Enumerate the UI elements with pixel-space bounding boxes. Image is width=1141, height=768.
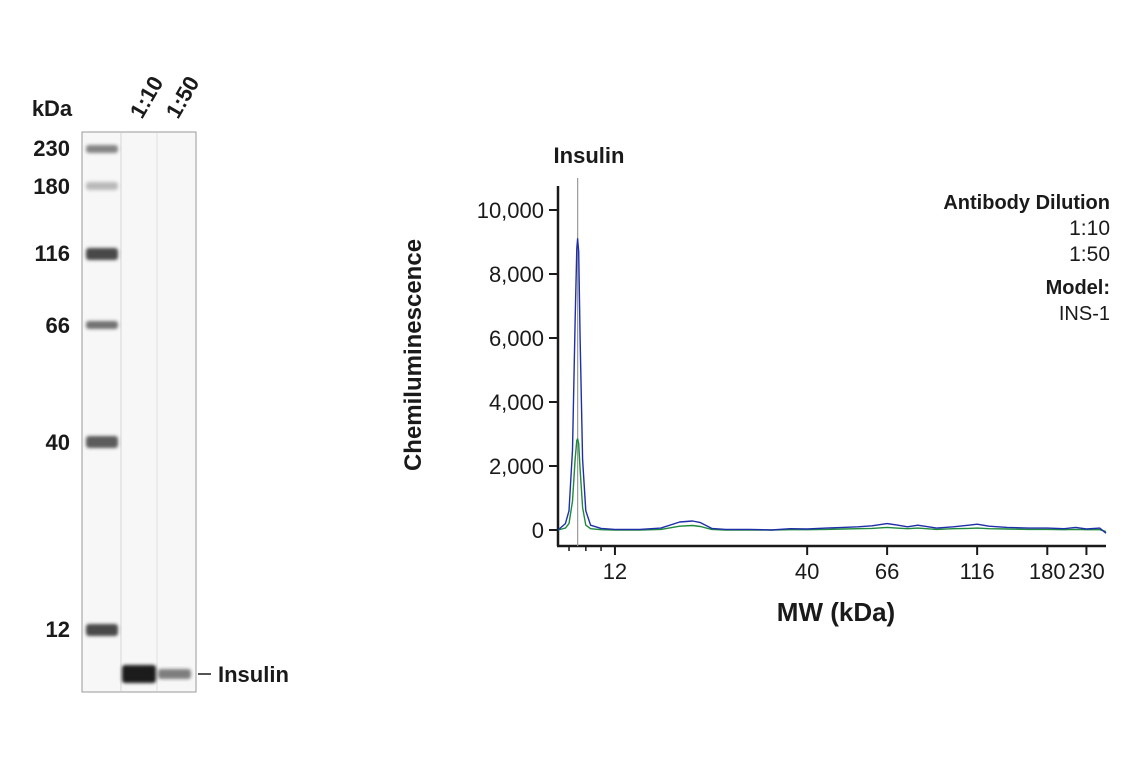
model-value: INS-1	[1059, 303, 1110, 325]
y-axis-title: Chemiluminescence	[400, 239, 427, 471]
peak-label: Insulin	[554, 143, 625, 168]
lane-label-1: 1:10	[125, 72, 169, 123]
ladder-lane	[86, 145, 118, 636]
ladder-band-180	[86, 182, 118, 190]
y-tick-label: 6,000	[489, 326, 544, 351]
x-tick-label: 180	[1029, 559, 1066, 584]
y-tick-label: 4,000	[489, 390, 544, 415]
marker-label-66: 66	[46, 313, 70, 338]
sample-band-lane-2	[158, 669, 191, 679]
ladder-band-66	[86, 321, 118, 329]
x-tick-label: 66	[875, 559, 899, 584]
chart-panel: Chemiluminescence MW (kDa) Insulin Antib…	[400, 143, 1110, 627]
x-tick-label: 116	[960, 559, 995, 584]
blot-frame	[81, 131, 197, 693]
ladder-band-230	[86, 145, 118, 153]
lane-label-2: 1:50	[161, 72, 205, 123]
y-tick-label: 8,000	[489, 262, 544, 287]
x-axis-title: MW (kDa)	[777, 597, 895, 627]
series-line-1-10	[557, 238, 1107, 534]
plot-area: 0 2,000 4,000 6,000 8,000 10,000 12 40 66 116 180 2…	[477, 178, 1107, 584]
y-tick-label: 0	[532, 518, 544, 543]
blot-panel: kDa 1:10 1:50 230 180 116 66 40 12 Insul…	[32, 72, 289, 693]
legend-entry-1-10: 1:10	[1069, 217, 1110, 240]
ladder-band-40	[86, 436, 118, 448]
legend-entry-1-50: 1:50	[1069, 243, 1110, 266]
sample-bands	[122, 665, 191, 683]
lane-divider	[156, 133, 158, 691]
model-label: Model:	[1046, 277, 1110, 299]
x-tick-label: 12	[603, 559, 627, 584]
x-tick-label: 230	[1068, 559, 1105, 584]
ladder-band-12	[86, 624, 118, 636]
ladder-band-116	[86, 248, 118, 260]
blot-unit-label: kDa	[32, 96, 73, 121]
marker-label-230: 230	[33, 136, 70, 161]
marker-label-40: 40	[46, 430, 70, 455]
sample-band-lane-1	[122, 665, 156, 683]
series-line-1-50	[557, 438, 1107, 533]
y-tick-label: 2,000	[489, 454, 544, 479]
band-label-insulin: Insulin	[218, 662, 289, 687]
lane-divider	[120, 133, 122, 691]
marker-label-12: 12	[46, 617, 70, 642]
y-tick-label: 10,000	[477, 198, 544, 223]
marker-label-116: 116	[35, 241, 71, 266]
marker-label-180: 180	[33, 174, 70, 199]
x-tick-label: 40	[795, 559, 819, 584]
legend-title: Antibody Dilution	[943, 192, 1110, 214]
